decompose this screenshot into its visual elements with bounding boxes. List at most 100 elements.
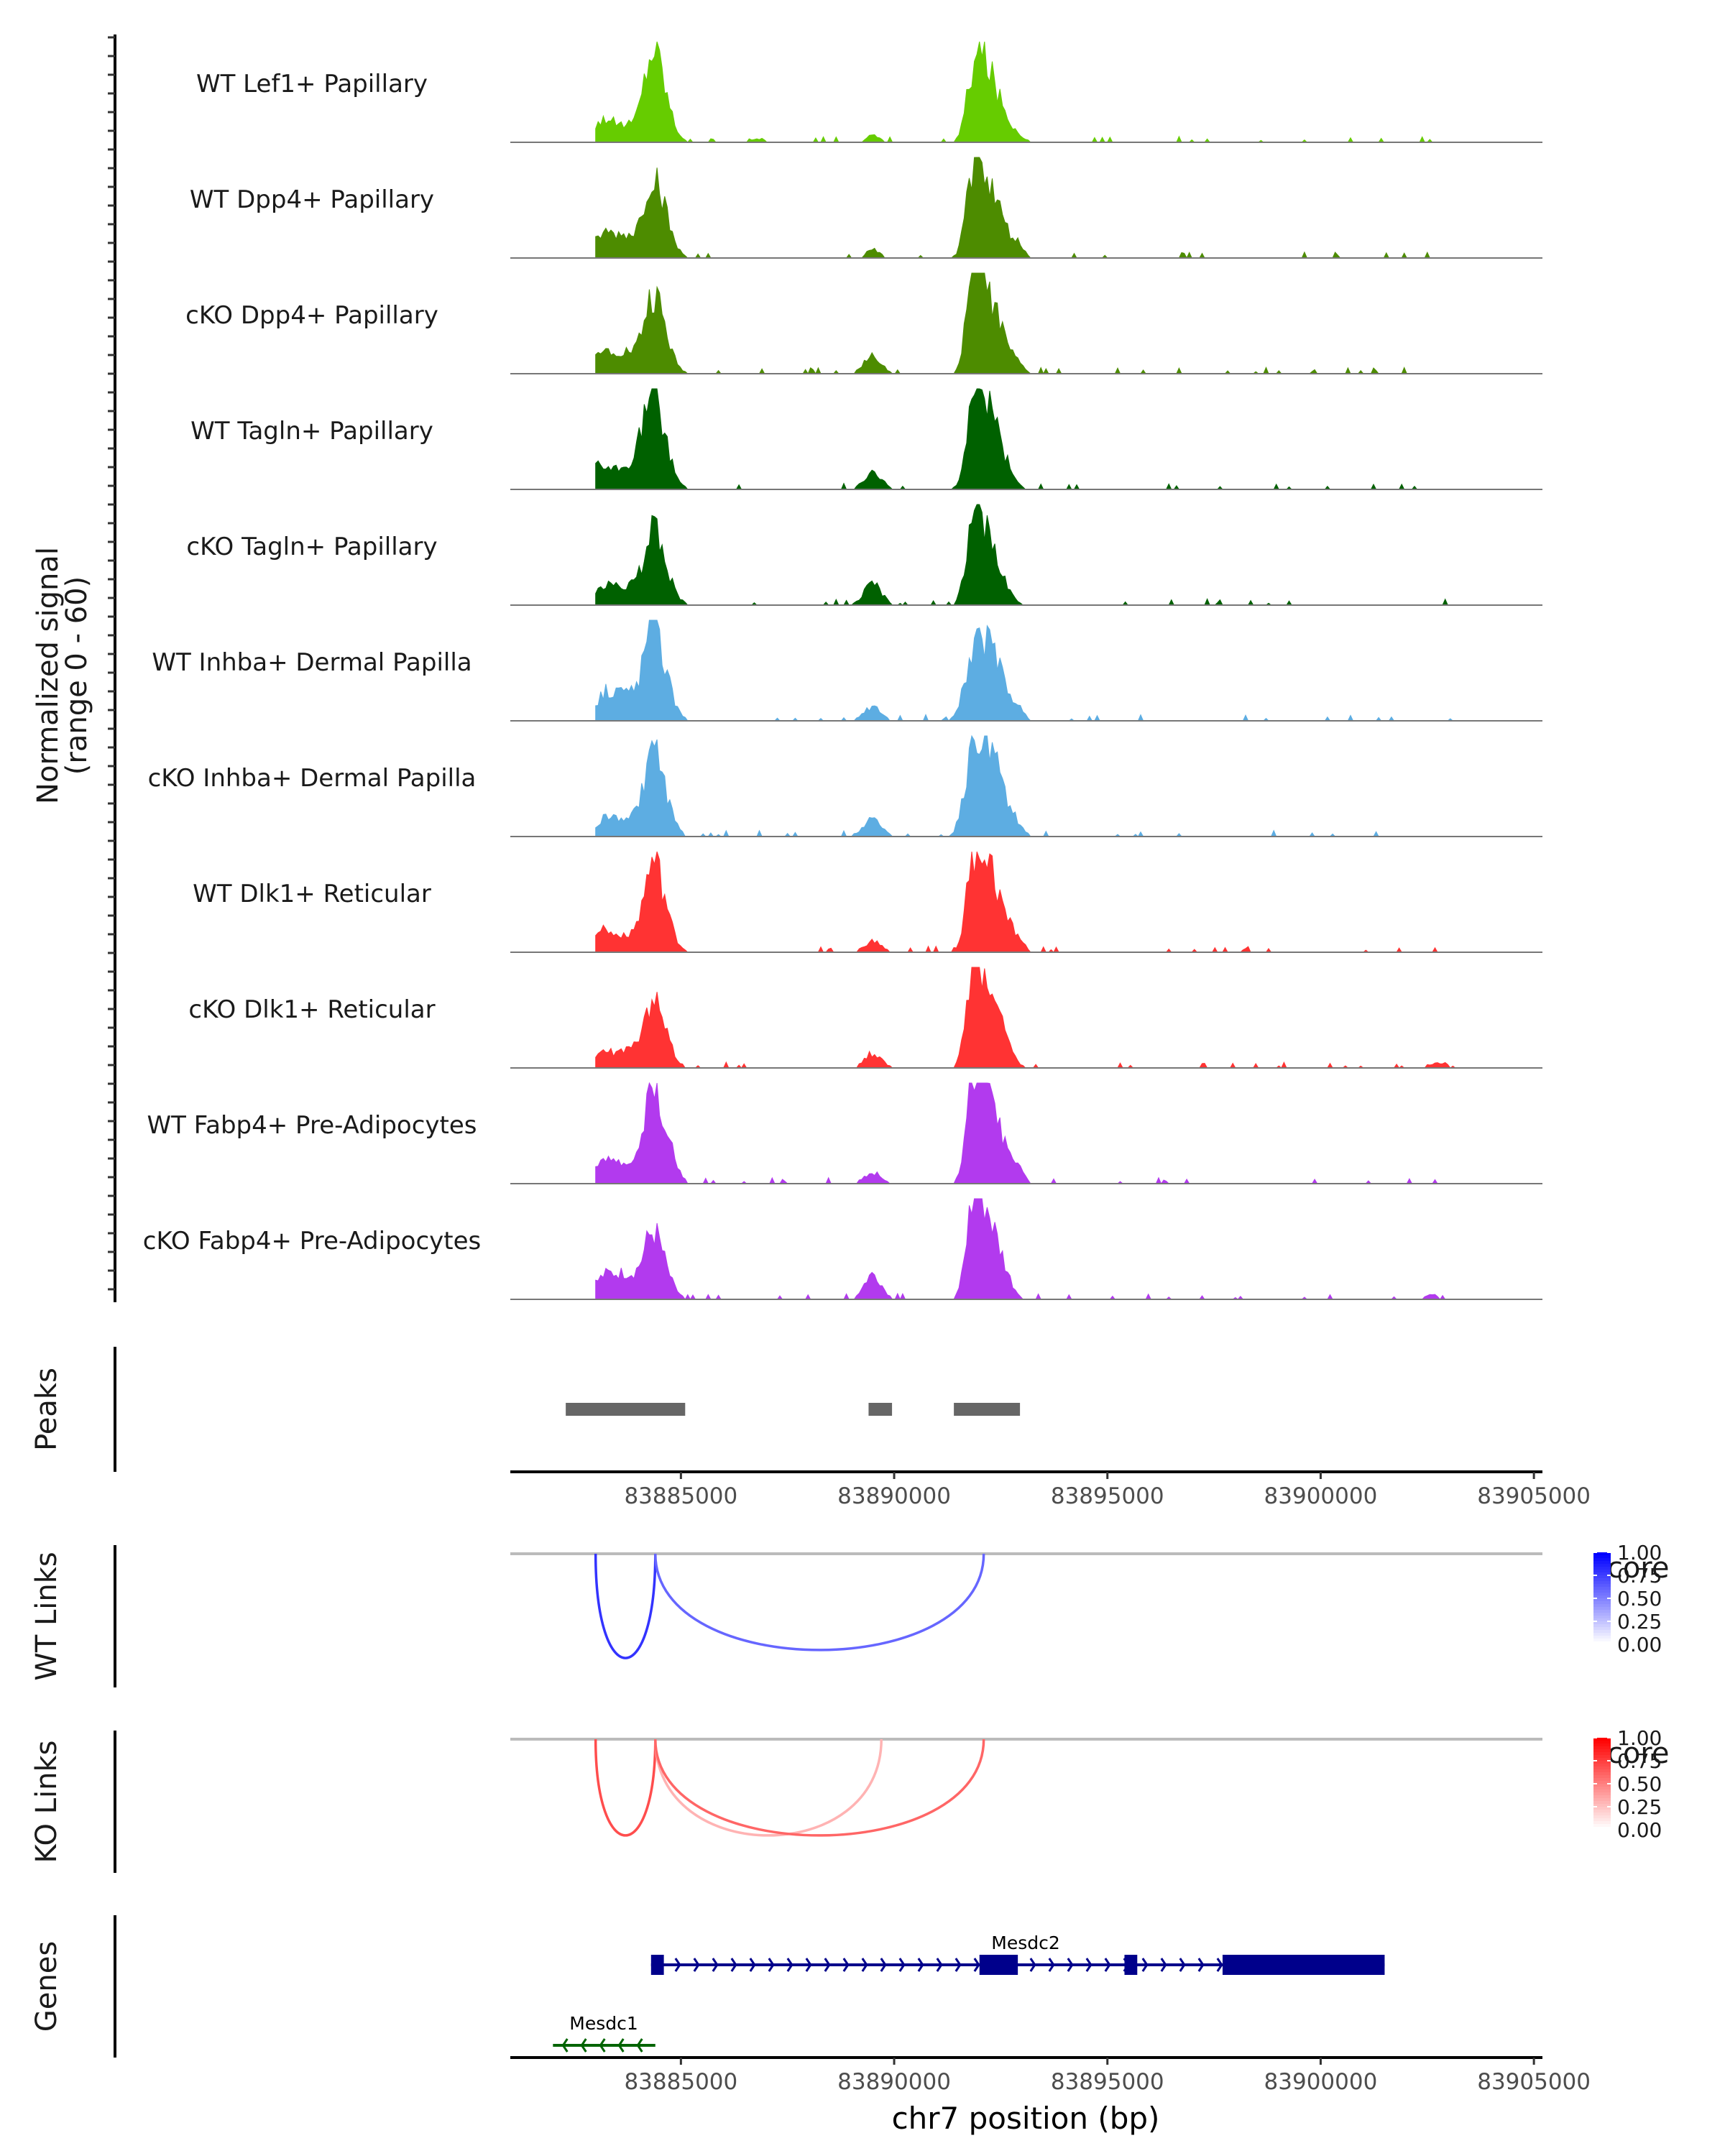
coverage-track-label: WT Fabp4+ Pre-Adipocytes (147, 1111, 477, 1140)
link-arc (594, 1738, 657, 1837)
legend-color-step (1593, 1749, 1611, 1753)
legend-color-step (1593, 1572, 1611, 1576)
strand-chevron (599, 2038, 606, 2053)
legend-tick-label: 1.00 (1617, 1541, 1662, 1565)
legend-color-step (1593, 1784, 1611, 1787)
legend-color-step (1593, 1761, 1611, 1764)
legend-color-step (1593, 1787, 1611, 1790)
legend-color-step (1593, 1627, 1611, 1631)
link-arc (654, 1738, 985, 1837)
gene-model: Mesdc2 (650, 1932, 1385, 1975)
ko-links-title: KO Links (30, 1741, 63, 1864)
link-arc (654, 1553, 985, 1651)
gene-name-label: Mesdc2 (991, 1932, 1060, 1953)
strand-chevron (636, 2038, 643, 2053)
legend-color-step (1593, 1567, 1611, 1570)
strand-chevron (973, 1958, 980, 1972)
coverage-track: cKO Dlk1+ Reticular (188, 967, 1542, 1069)
coverage-track: cKO Fabp4+ Pre-Adipocytes (143, 1198, 1542, 1301)
strand-chevron (1216, 1958, 1223, 1972)
legend-color-step (1593, 1781, 1611, 1784)
strand-chevron (1197, 1958, 1205, 1972)
wt-links-legend: score 1.000.750.500.250.00 (1592, 1541, 1669, 1657)
coverage-track-label: cKO Dpp4+ Papillary (185, 301, 438, 330)
legend-color-step (1593, 1824, 1611, 1828)
x-tick-label: 83890000 (837, 2069, 951, 2095)
gene-exon (1222, 1955, 1385, 1975)
coverage-area (595, 967, 1461, 1069)
legend-color-step (1593, 1578, 1611, 1582)
coverage-track-label: WT Lef1+ Papillary (196, 70, 428, 98)
x-axis-middle: 83885000 83890000 83895000 83900000 83905000 (510, 1470, 1591, 1509)
legend-tick-label: 0.00 (1617, 1818, 1662, 1842)
legend-tick-label: 0.50 (1617, 1587, 1662, 1611)
strand-chevron (1179, 1958, 1186, 1972)
legend-tick-label: 1.00 (1617, 1726, 1662, 1750)
legend-color-step (1593, 1607, 1611, 1611)
strand-chevron (693, 1958, 700, 1972)
x-tick-label: 83905000 (1477, 2069, 1591, 2095)
x-axis-title: chr7 position (bp) (892, 2101, 1160, 2136)
strand-chevron (1048, 1958, 1055, 1972)
legend-color-step (1593, 1812, 1611, 1816)
legend-color-step (1593, 1804, 1611, 1807)
x-tick-label: 83885000 (624, 2069, 737, 2095)
coverage-track: cKO Inhba+ Dermal Papilla (148, 734, 1542, 837)
strand-chevron (1160, 1958, 1167, 1972)
strand-chevron (880, 1958, 887, 1972)
coverage-track: WT Dlk1+ Reticular (193, 851, 1542, 953)
legend-tick-label: 0.50 (1617, 1772, 1662, 1796)
legend-color-step (1593, 1766, 1611, 1770)
strand-chevron (712, 1958, 719, 1972)
strand-chevron (1085, 1958, 1092, 1972)
legend-tick-label: 0.75 (1617, 1564, 1662, 1588)
legend-color-step (1593, 1639, 1611, 1642)
strand-chevron (1029, 1958, 1036, 1972)
gene-model: Mesdc1 (553, 2013, 656, 2053)
x-tick-label: 83885000 (624, 1483, 737, 1509)
genes-track: Genes Mesdc2 Mesdc1 (30, 1915, 1385, 2058)
legend-color-step (1593, 1792, 1611, 1796)
legend-color-step (1593, 1561, 1611, 1565)
coverage-area (595, 1082, 1461, 1185)
legend-color-step (1593, 1581, 1611, 1585)
coverage-y-title-line1: Normalized signal (32, 547, 65, 804)
strand-chevron (1067, 1958, 1074, 1972)
legend-color-step (1593, 1555, 1611, 1559)
strand-chevron (842, 1958, 850, 1972)
legend-color-step (1593, 1633, 1611, 1636)
legend-color-step (1593, 1810, 1611, 1813)
strand-chevron (954, 1958, 962, 1972)
coverage-tracks: WT Lef1+ Papillary WT Dpp4+ Papillary cKO … (143, 41, 1542, 1301)
legend-color-step (1593, 1613, 1611, 1616)
coverage-track-label: WT Dpp4+ Papillary (190, 185, 434, 214)
gene-exon (1124, 1955, 1138, 1975)
strand-chevron (749, 1958, 756, 1972)
coverage-track-label: cKO Inhba+ Dermal Papilla (148, 764, 477, 793)
legend-color-step (1593, 1610, 1611, 1613)
strand-chevron (861, 1958, 868, 1972)
coverage-y-title-line2: (range 0 - 60) (60, 576, 93, 775)
legend-color-step (1593, 1741, 1611, 1744)
legend-color-step (1593, 1598, 1611, 1602)
legend-color-step (1593, 1636, 1611, 1639)
strand-chevron (617, 2038, 625, 2053)
coverage-y-axis: Normalized signal (range 0 - 60) (32, 34, 116, 1302)
legend-color-step (1593, 1738, 1611, 1741)
legend-color-step (1593, 1798, 1611, 1802)
legend-color-step (1593, 1789, 1611, 1793)
legend-color-step (1593, 1752, 1611, 1756)
coverage-area (595, 1198, 1461, 1301)
x-tick-label: 83890000 (837, 1483, 951, 1509)
coverage-area (595, 272, 1461, 375)
legend-color-step (1593, 1758, 1611, 1761)
genes-title: Genes (30, 1941, 63, 2032)
peaks-title: Peaks (30, 1368, 63, 1451)
legend-color-step (1593, 1764, 1611, 1767)
x-tick-label: 83895000 (1051, 1483, 1164, 1509)
strand-chevron (674, 1958, 681, 1972)
peak-region (954, 1403, 1021, 1416)
coverage-track: WT Fabp4+ Pre-Adipocytes (147, 1082, 1542, 1185)
legend-color-step (1593, 1590, 1611, 1593)
strand-chevron (768, 1958, 775, 1972)
